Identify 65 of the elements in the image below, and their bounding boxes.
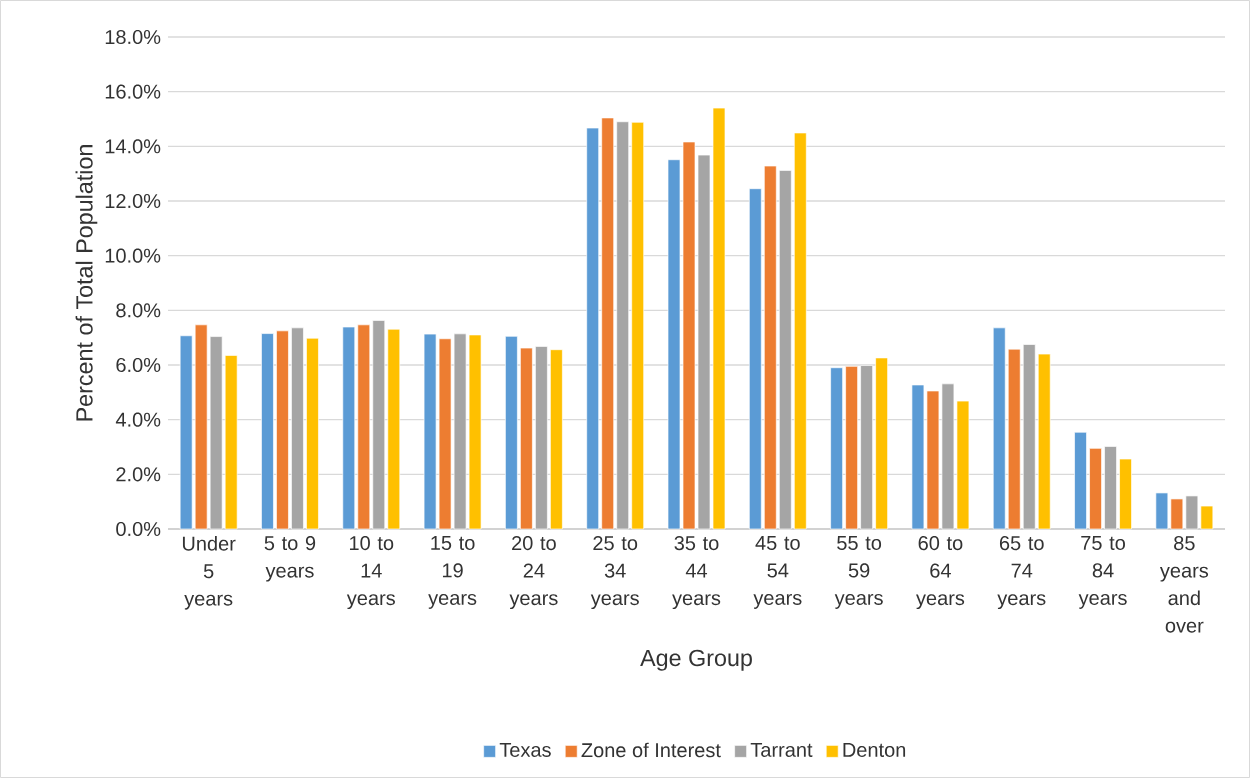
bar	[261, 333, 274, 530]
y-tick-label: 10.0%	[105, 248, 161, 263]
bar	[601, 117, 615, 530]
bar	[586, 127, 600, 530]
legend-label: Texas	[499, 743, 551, 757]
legend-label: Zone of Interest	[581, 742, 721, 758]
x-tick-label: 60 to 64 years	[916, 536, 965, 610]
y-tick-label: 12.0%	[105, 193, 161, 209]
bar	[1119, 458, 1132, 530]
x-tick-label: 15 to 19 years	[428, 536, 477, 609]
bar	[209, 336, 223, 530]
bar	[276, 330, 289, 530]
y-tick-label: 16.0%	[105, 84, 161, 99]
bar	[550, 349, 563, 530]
bar	[387, 328, 401, 530]
x-tick-label: 35 to 44 years	[672, 536, 721, 610]
bar	[520, 347, 533, 530]
bar	[793, 132, 807, 530]
bar	[224, 355, 238, 530]
x-tick-label: 20 to 24 years	[509, 536, 558, 610]
y-tick-label: 8.0%	[116, 303, 161, 318]
x-tick-label: 5 to 9 years	[264, 536, 316, 582]
bar	[1022, 344, 1036, 530]
y-tick-label: 6.0%	[116, 357, 161, 373]
y-axis-title: Percent of Total Population	[75, 145, 98, 421]
bar	[992, 327, 1006, 530]
x-tick-label: 45 to 54 years	[753, 536, 802, 609]
bar	[1074, 431, 1087, 530]
bar	[194, 324, 208, 530]
bar	[372, 320, 386, 530]
x-tick-label: 75 to 84 years	[1078, 536, 1127, 609]
bar	[179, 335, 193, 530]
x-tick-label: 55 to 59 years	[834, 536, 883, 609]
legend-label: Denton	[843, 743, 906, 757]
bar	[342, 326, 356, 530]
bar	[830, 367, 843, 530]
x-tick-label: 25 to 34 years	[590, 536, 639, 610]
x-tick-label: 10 to 14 years	[346, 536, 395, 610]
bar	[778, 170, 792, 530]
bar	[860, 365, 873, 530]
x-axis-title: Age Group	[640, 649, 752, 671]
legend-label: Tarrant	[750, 743, 813, 757]
bar	[357, 324, 371, 530]
bar	[505, 335, 518, 530]
x-tick-label: 85 years and over	[1159, 536, 1209, 633]
y-tick-label: 14.0%	[105, 139, 161, 154]
bar	[291, 327, 304, 530]
y-tick-label: 4.0%	[115, 412, 161, 427]
bar	[875, 357, 888, 530]
bar	[1089, 448, 1102, 530]
bar	[748, 188, 762, 530]
bar	[763, 165, 777, 530]
bar	[616, 121, 630, 530]
y-tick-label: 2.0%	[116, 467, 161, 482]
bar	[845, 366, 858, 530]
bar	[631, 121, 645, 530]
bar	[1104, 446, 1117, 530]
x-tick-label: Under 5 years	[182, 536, 236, 610]
y-tick-label: 0.0%	[116, 521, 161, 537]
bar	[535, 346, 548, 530]
bar	[306, 337, 319, 530]
y-tick-label: 18.0%	[105, 29, 161, 45]
x-tick-label: 65 to 74 years	[997, 536, 1046, 610]
bar	[1007, 348, 1021, 530]
bar	[1037, 353, 1051, 530]
